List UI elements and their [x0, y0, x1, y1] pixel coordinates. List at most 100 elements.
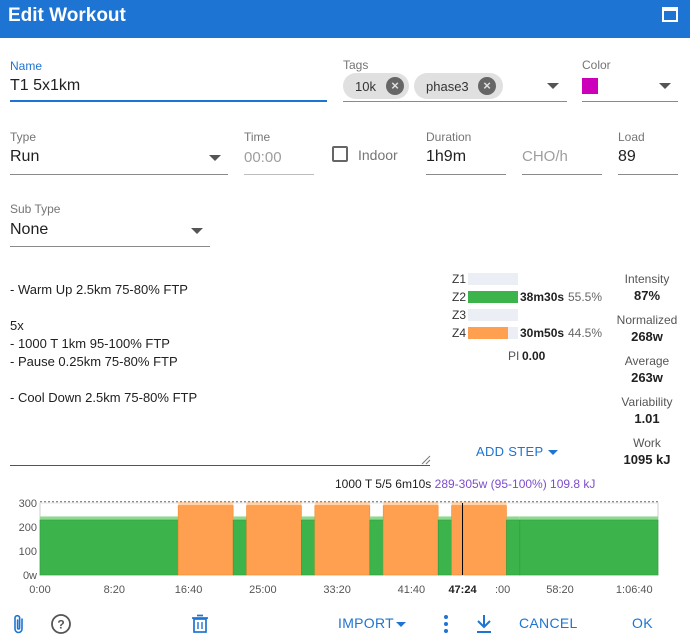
- cho-underline: [522, 174, 602, 175]
- chart-target-band: [246, 501, 302, 506]
- ok-button[interactable]: OK: [632, 615, 653, 631]
- chart-y-tick: 200: [19, 522, 37, 534]
- chart-x-tick: 58:20: [546, 584, 574, 596]
- chip-remove-icon[interactable]: ×: [386, 77, 404, 95]
- zone-time: 30m50s: [520, 326, 565, 340]
- zone-bar: [468, 327, 508, 339]
- add-step-button[interactable]: ADD STEP: [476, 444, 543, 459]
- subtype-label: Sub Type: [10, 202, 61, 216]
- duration-input[interactable]: 1h9m: [426, 148, 467, 165]
- dialog-title: Edit Workout: [8, 5, 126, 26]
- chart-target-band: [451, 501, 507, 506]
- chart-segment: [232, 519, 247, 576]
- chart-segment: [39, 519, 179, 576]
- chart-x-tick: 1:06:40: [616, 584, 653, 596]
- hover-step: 1000 T 5/5 6m10s: [335, 477, 432, 491]
- chart-x-tick: 33:20: [323, 584, 351, 596]
- pi-label: PI: [508, 349, 520, 363]
- chart-x-tick: 47:24: [448, 584, 477, 596]
- chart-x-tick: 41:40: [398, 584, 426, 596]
- average-value: 263w: [631, 370, 663, 385]
- color-swatch[interactable]: [582, 78, 598, 94]
- tag-chip-label: 10k: [355, 79, 376, 94]
- duration-underline: [426, 174, 506, 175]
- chart-target-band: [369, 516, 384, 521]
- workout-line: - Pause 0.25km 75-80% FTP: [10, 354, 178, 369]
- workout-textarea[interactable]: - Warm Up 2.5km 75-80% FTP 5x - 1000 T 1…: [10, 281, 430, 407]
- chart-y-tick: 100: [19, 546, 37, 558]
- time-label: Time: [244, 130, 271, 144]
- chart-segment: [246, 505, 302, 576]
- zone-label: Z2: [452, 290, 467, 304]
- zone-track: [468, 309, 518, 321]
- tag-chip[interactable]: phase3 ×: [414, 73, 503, 99]
- delete-icon[interactable]: [191, 614, 209, 634]
- type-dropdown-icon[interactable]: [209, 155, 221, 161]
- import-dropdown-icon[interactable]: [396, 622, 406, 627]
- type-label: Type: [10, 130, 37, 144]
- workout-line: [10, 371, 430, 389]
- load-label: Load: [618, 130, 645, 144]
- chart-target-band: [178, 501, 234, 506]
- chart-segment: [437, 519, 452, 576]
- color-underline: [582, 101, 678, 102]
- more-vert-icon[interactable]: [442, 614, 450, 634]
- indoor-checkbox[interactable]: [332, 146, 348, 162]
- type-select[interactable]: Run: [10, 148, 40, 165]
- workout-line: - Warm Up 2.5km 75-80% FTP: [10, 282, 188, 297]
- subtype-select[interactable]: None: [10, 221, 49, 238]
- pi-value: 0.00: [522, 349, 546, 363]
- chart-y-tick: 300: [19, 498, 37, 510]
- variability-value: 1.01: [634, 411, 660, 426]
- time-input[interactable]: 00:00: [244, 149, 282, 166]
- tag-chip-label: phase3: [426, 79, 469, 94]
- subtype-dropdown-icon[interactable]: [191, 228, 203, 234]
- chart-target-band: [438, 516, 452, 521]
- resize-handle-icon[interactable]: [421, 455, 431, 465]
- workout-chart[interactable]: 300 200 100 0w 0:00 8:20 16:40 25:00 33:20 41:40 4…: [0, 495, 690, 600]
- import-button[interactable]: IMPORT: [338, 615, 394, 631]
- chart-x-tick: 0:00: [29, 584, 50, 596]
- workout-line: [10, 299, 430, 317]
- zone-label: Z3: [452, 308, 467, 322]
- chart-target-band: [519, 516, 658, 521]
- zone-time: 38m30s: [520, 290, 565, 304]
- workout-line: 5x: [10, 318, 24, 333]
- ok-label: OK: [632, 615, 653, 631]
- help-icon[interactable]: ?: [50, 613, 72, 635]
- duration-label: Duration: [426, 130, 472, 144]
- add-step-dropdown-icon[interactable]: [548, 450, 558, 455]
- maximize-icon[interactable]: [662, 7, 678, 22]
- chip-remove-icon[interactable]: ×: [478, 77, 496, 95]
- chart-x-tick: 16:40: [175, 584, 203, 596]
- name-label: Name: [10, 59, 43, 73]
- download-icon[interactable]: [475, 614, 493, 634]
- chart-segment: [506, 519, 521, 576]
- zone-bar: [468, 291, 518, 303]
- tag-chip[interactable]: 10k ×: [343, 73, 409, 99]
- title-bar: Edit Workout: [0, 0, 690, 38]
- color-dropdown-icon[interactable]: [659, 83, 671, 89]
- load-underline: [618, 174, 678, 175]
- type-underline: [10, 174, 228, 175]
- chart-target-band: [301, 516, 315, 521]
- zone-percent: 55.5%: [568, 290, 603, 304]
- paperclip-icon[interactable]: [11, 613, 27, 635]
- zone-label: Z4: [452, 326, 467, 340]
- chart-segment: [314, 505, 371, 576]
- subtype-underline: [10, 246, 210, 247]
- cho-input[interactable]: CHO/h: [522, 148, 568, 165]
- chart-target-band: [383, 501, 439, 506]
- svg-text:?: ?: [57, 618, 64, 632]
- normalized-value: 268w: [631, 329, 663, 344]
- tags-dropdown-icon[interactable]: [547, 83, 559, 89]
- chart-x-tick: :00: [495, 584, 510, 596]
- chart-x-tick: 25:00: [249, 584, 277, 596]
- chart-target-band: [40, 516, 179, 521]
- name-input[interactable]: T1 5x1km: [10, 77, 81, 94]
- cancel-button[interactable]: CANCEL: [519, 615, 578, 631]
- cancel-label: CANCEL: [519, 615, 578, 631]
- load-input[interactable]: 89: [618, 148, 636, 165]
- name-underline: [10, 100, 327, 102]
- import-label: IMPORT: [338, 615, 394, 631]
